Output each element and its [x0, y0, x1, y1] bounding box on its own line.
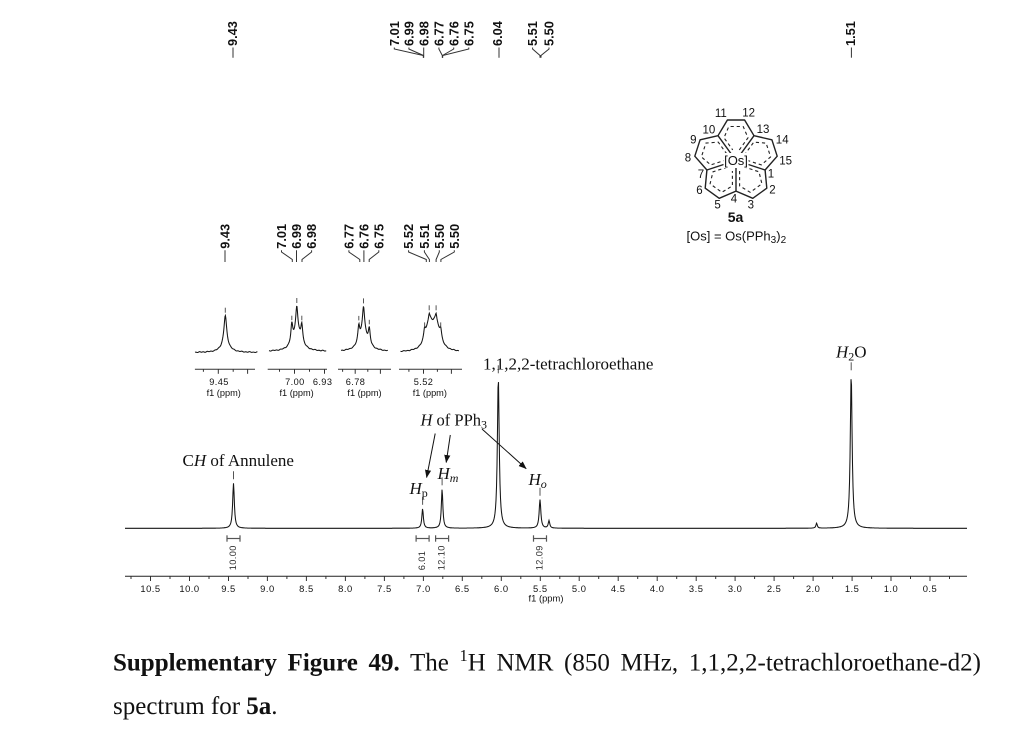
svg-text:6.0: 6.0 — [494, 583, 509, 594]
svg-text:10.5: 10.5 — [140, 583, 160, 594]
svg-text:5.0: 5.0 — [572, 583, 587, 594]
svg-text:4.5: 4.5 — [611, 583, 626, 594]
svg-text:7.01: 7.01 — [274, 224, 289, 249]
svg-text:7.0: 7.0 — [416, 583, 431, 594]
svg-text:f1 (ppm): f1 (ppm) — [207, 388, 241, 398]
svg-text:9.43: 9.43 — [218, 224, 233, 249]
svg-text:15: 15 — [779, 155, 792, 167]
svg-text:6.76: 6.76 — [446, 21, 461, 46]
svg-text:f1 (ppm): f1 (ppm) — [529, 593, 564, 604]
svg-text:7.01: 7.01 — [387, 21, 402, 46]
svg-text:H2O: H2O — [835, 343, 867, 364]
svg-text:5.51: 5.51 — [525, 21, 540, 46]
svg-text:6.5: 6.5 — [455, 583, 470, 594]
svg-text:5.50: 5.50 — [432, 224, 447, 249]
svg-text:5: 5 — [714, 199, 720, 211]
svg-text:4.0: 4.0 — [650, 583, 665, 594]
svg-text:9: 9 — [690, 135, 696, 147]
svg-text:6.75: 6.75 — [371, 224, 386, 249]
svg-text:3.0: 3.0 — [728, 583, 743, 594]
svg-text:[Os] = Os(PPh3)2: [Os] = Os(PPh3)2 — [687, 229, 787, 247]
svg-text:2.5: 2.5 — [767, 583, 782, 594]
svg-text:f1 (ppm): f1 (ppm) — [347, 388, 381, 398]
svg-text:10.0: 10.0 — [179, 583, 199, 594]
svg-text:7.5: 7.5 — [377, 583, 392, 594]
svg-text:3.5: 3.5 — [689, 583, 704, 594]
svg-text:6.77: 6.77 — [432, 21, 447, 46]
svg-text:6.98: 6.98 — [304, 224, 319, 249]
svg-text:0.5: 0.5 — [923, 583, 938, 594]
svg-text:9.0: 9.0 — [260, 583, 275, 594]
svg-text:H of PPh3: H of PPh3 — [420, 411, 488, 432]
svg-text:6: 6 — [696, 185, 702, 197]
svg-text:8: 8 — [685, 152, 691, 164]
svg-text:1.0: 1.0 — [884, 583, 899, 594]
svg-text:f1 (ppm): f1 (ppm) — [413, 388, 447, 398]
svg-text:5.50: 5.50 — [542, 21, 557, 46]
svg-text:6.04: 6.04 — [490, 20, 505, 46]
svg-text:CH of Annulene: CH of Annulene — [183, 451, 294, 470]
svg-text:4: 4 — [731, 194, 738, 206]
svg-text:10: 10 — [703, 125, 716, 137]
svg-text:7: 7 — [698, 169, 704, 181]
svg-text:9.45: 9.45 — [209, 377, 228, 387]
svg-text:Hm: Hm — [437, 464, 459, 485]
svg-text:1.51: 1.51 — [843, 21, 858, 46]
svg-text:Hp: Hp — [409, 479, 428, 500]
svg-text:11: 11 — [715, 108, 727, 120]
svg-text:7.00: 7.00 — [285, 377, 304, 387]
svg-text:12: 12 — [742, 108, 755, 120]
svg-text:1: 1 — [768, 169, 774, 181]
svg-text:5.52: 5.52 — [401, 224, 416, 249]
svg-text:5.50: 5.50 — [447, 224, 462, 249]
svg-text:6.78: 6.78 — [346, 377, 365, 387]
svg-text:6.98: 6.98 — [417, 21, 432, 46]
svg-text:6.99: 6.99 — [402, 21, 417, 46]
svg-text:6.93: 6.93 — [313, 377, 332, 387]
svg-text:9.43: 9.43 — [225, 21, 240, 46]
svg-text:5.52: 5.52 — [414, 377, 433, 387]
svg-text:1.5: 1.5 — [845, 583, 860, 594]
svg-text:12.10: 12.10 — [437, 545, 447, 570]
svg-text:6.77: 6.77 — [342, 224, 357, 249]
svg-text:5.51: 5.51 — [417, 224, 432, 249]
svg-text:12.09: 12.09 — [534, 545, 544, 570]
svg-text:6.76: 6.76 — [357, 224, 372, 249]
svg-text:5a: 5a — [728, 209, 744, 225]
svg-text:10.00: 10.00 — [228, 545, 238, 570]
svg-text:2.0: 2.0 — [806, 583, 821, 594]
svg-text:6.75: 6.75 — [461, 21, 476, 46]
svg-text:9.5: 9.5 — [221, 583, 236, 594]
svg-text:2: 2 — [769, 185, 775, 197]
svg-text:[Os]: [Os] — [724, 153, 748, 168]
svg-text:8.5: 8.5 — [299, 583, 314, 594]
svg-text:6.01: 6.01 — [417, 551, 427, 570]
svg-text:5.5: 5.5 — [533, 583, 548, 594]
svg-text:13: 13 — [757, 124, 770, 136]
svg-text:6.99: 6.99 — [289, 224, 304, 249]
svg-text:3: 3 — [748, 199, 754, 211]
svg-text:1,1,2,2-tetrachloroethane: 1,1,2,2-tetrachloroethane — [483, 355, 653, 374]
svg-text:14: 14 — [776, 135, 789, 147]
svg-text:f1 (ppm): f1 (ppm) — [279, 388, 313, 398]
svg-text:Ho: Ho — [528, 470, 547, 491]
svg-text:8.0: 8.0 — [338, 583, 353, 594]
